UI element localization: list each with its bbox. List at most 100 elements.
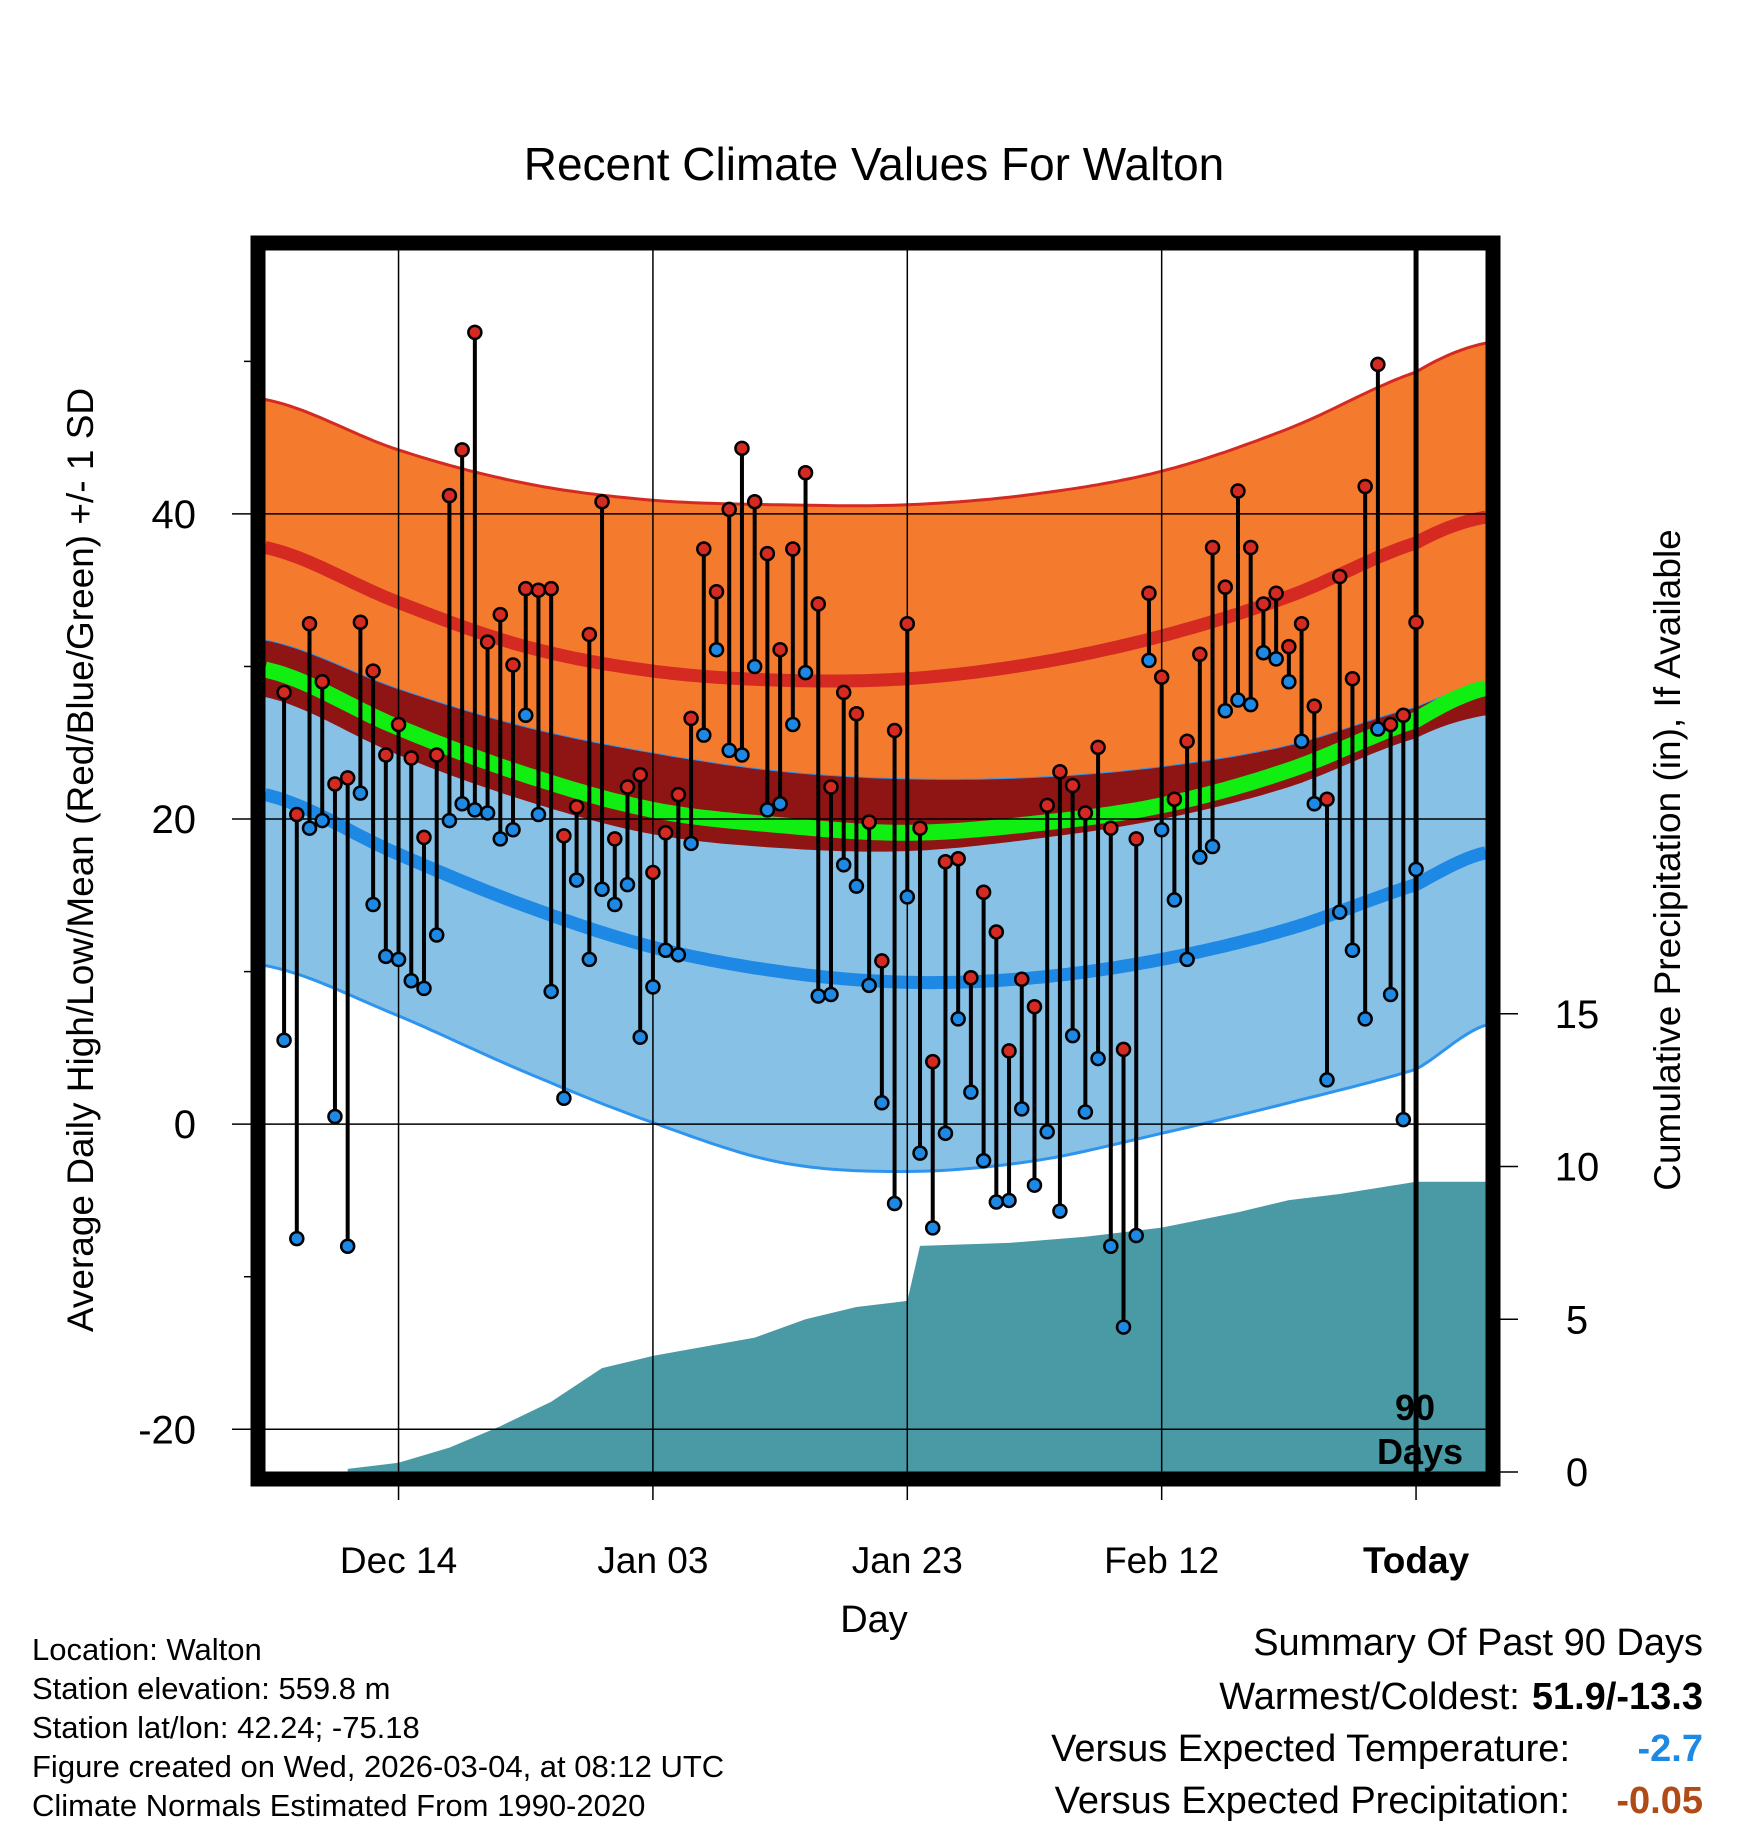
high-point xyxy=(734,440,750,457)
low-point xyxy=(1192,849,1208,865)
high-point xyxy=(505,657,521,673)
high-point xyxy=(467,324,483,341)
high-point xyxy=(708,583,725,600)
low-point xyxy=(1306,796,1323,812)
low-point xyxy=(619,876,636,893)
chart-title: Recent Climate Values For Walton xyxy=(524,138,1225,190)
y-axis-label: Average Daily High/Low/Mean (Red/Blue/Gr… xyxy=(60,388,101,1332)
high-point xyxy=(1179,733,1195,749)
high-point xyxy=(556,828,572,844)
high-point xyxy=(1217,579,1234,595)
high-point xyxy=(657,825,674,841)
high-point xyxy=(874,953,890,969)
low-point xyxy=(1166,892,1183,908)
low-point xyxy=(543,983,559,1000)
low-point xyxy=(1141,652,1157,669)
low-point xyxy=(428,927,445,943)
temp-value: -2.7 xyxy=(1638,1728,1703,1770)
low-point xyxy=(556,1090,572,1106)
low-point xyxy=(1395,1111,1412,1128)
high-point xyxy=(1382,716,1399,733)
low-point xyxy=(1268,651,1284,667)
high-point xyxy=(886,722,903,739)
low-point xyxy=(581,951,598,968)
low-point xyxy=(797,664,814,681)
warm-cold-label: Warmest/Coldest: xyxy=(1219,1676,1520,1718)
high-point xyxy=(1319,791,1335,807)
low-point xyxy=(505,821,521,838)
today-marker-label-90: 90 xyxy=(1395,1387,1435,1428)
low-point xyxy=(772,796,788,812)
location-text: Location: Walton xyxy=(32,1632,262,1667)
low-point xyxy=(937,1125,954,1142)
normal-high-line xyxy=(265,510,1486,688)
low-point xyxy=(696,727,712,743)
precip-label: Versus Expected Precipitation: xyxy=(1055,1780,1570,1822)
high-point xyxy=(1306,698,1323,714)
high-upper-edge xyxy=(265,341,1486,508)
plot-area xyxy=(265,250,1486,1472)
low-point xyxy=(530,806,547,823)
high-point xyxy=(937,854,954,870)
x-tick-label: Jan 03 xyxy=(597,1540,708,1581)
high-point xyxy=(1357,478,1373,495)
low-point xyxy=(1103,1238,1119,1254)
high-point xyxy=(810,596,827,612)
low-point xyxy=(1026,1177,1043,1193)
low-point xyxy=(276,1032,292,1049)
low-point xyxy=(1090,1050,1106,1067)
high-point xyxy=(339,770,356,786)
low-point xyxy=(416,980,432,997)
high-point xyxy=(683,710,699,727)
warm-cold-value: 51.9/-13.3 xyxy=(1532,1676,1703,1718)
plot-frame xyxy=(250,235,1501,1487)
high-point xyxy=(975,884,992,901)
low-point xyxy=(339,1238,356,1254)
low-point xyxy=(517,707,534,724)
y-tick-label: 40 xyxy=(152,493,197,537)
high-point xyxy=(543,580,559,597)
y2-tick-label: 10 xyxy=(1555,1146,1600,1190)
high-point xyxy=(428,747,445,763)
low-point xyxy=(912,1145,928,1161)
low-point xyxy=(785,716,801,733)
low-point xyxy=(441,812,458,829)
high-point xyxy=(1001,1043,1017,1059)
left-axis: -20 0 20 40 xyxy=(138,360,251,1452)
high-point xyxy=(963,969,979,986)
low-point xyxy=(1077,1104,1094,1120)
high-point xyxy=(594,493,610,510)
precipitation-area xyxy=(347,1181,1486,1472)
high-point xyxy=(390,716,407,733)
y2-tick-label: 0 xyxy=(1566,1451,1588,1495)
high-point xyxy=(1281,638,1297,655)
high-point xyxy=(1230,483,1246,499)
high-point xyxy=(289,806,305,823)
warm-cold-row: Warmest/Coldest: 51.9/-13.3 xyxy=(1219,1676,1703,1718)
low-point xyxy=(1001,1192,1017,1209)
y-tick-label: 20 xyxy=(152,798,197,842)
low-point xyxy=(568,872,585,888)
high-point xyxy=(1026,998,1043,1015)
high-point xyxy=(327,776,343,792)
low-point xyxy=(734,747,750,763)
high-point xyxy=(835,684,852,701)
high-point xyxy=(1204,539,1221,556)
low-point xyxy=(670,947,687,963)
y2-axis-label: Cumulative Precipitation (in), If Availa… xyxy=(1647,529,1688,1191)
high-point xyxy=(568,799,585,815)
low-point xyxy=(848,878,865,894)
low-point xyxy=(479,805,496,821)
normals-text: Climate Normals Estimated From 1990-2020 xyxy=(32,1788,645,1823)
y2-tick-label: 15 xyxy=(1555,993,1600,1037)
daily-observations xyxy=(276,324,1424,1335)
right-axis: 0 5 10 15 xyxy=(1500,993,1599,1495)
high-point xyxy=(378,747,394,763)
high-point xyxy=(301,616,318,632)
low-point xyxy=(924,1220,941,1236)
high-point xyxy=(441,487,458,504)
high-point xyxy=(1192,646,1208,663)
high-point xyxy=(276,684,292,701)
high-point xyxy=(1039,797,1055,814)
high-point xyxy=(1408,614,1424,630)
